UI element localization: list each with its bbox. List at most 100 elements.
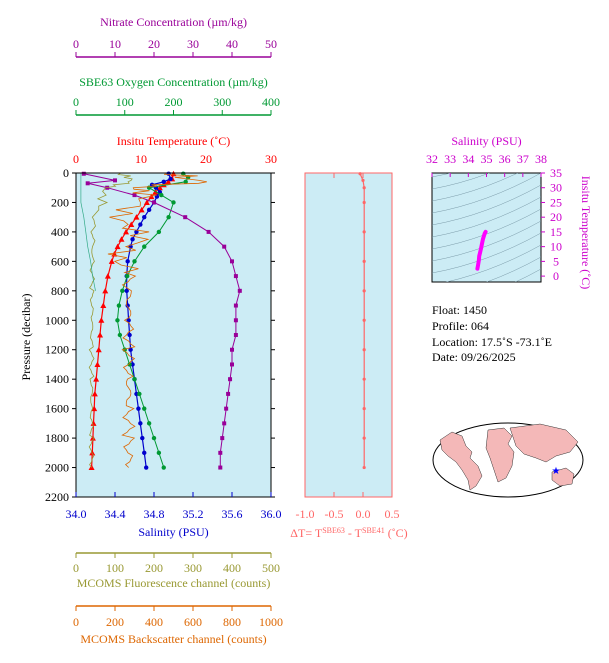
backscatter-tick-label: 600 <box>184 615 202 629</box>
backscatter-tick-label: 1000 <box>259 615 283 629</box>
backscatter-tick-label: 200 <box>106 615 124 629</box>
ts-background <box>431 172 542 283</box>
pressure-tick-label: 1800 <box>45 431 69 445</box>
nitrate-point <box>220 436 225 441</box>
ts-temp-tick-label: 30 <box>550 181 562 195</box>
ts-curve <box>475 229 488 271</box>
density-contour <box>445 244 541 282</box>
delta-t-point <box>362 318 366 322</box>
salinity-axis-title: Salinity (PSU) <box>138 525 208 539</box>
salinity-point <box>138 421 143 426</box>
nitrate-point <box>218 465 223 470</box>
delta-t-tick-label: -1.0 <box>296 507 315 521</box>
temperature-point <box>123 228 130 235</box>
nitrate-point <box>206 229 211 234</box>
delta-t-point <box>362 407 366 411</box>
oxygen-point <box>132 259 137 264</box>
fluorescence-tick-label: 200 <box>145 561 163 575</box>
salinity-point <box>166 171 171 176</box>
delta-t-background <box>304 172 393 498</box>
temperature-point <box>98 317 105 323</box>
temperature-point <box>143 199 150 205</box>
nitrate-point <box>113 178 117 183</box>
oxygen-point <box>156 450 162 456</box>
salinity-point <box>128 347 133 352</box>
salinity-tick-label: 34.4 <box>105 507 126 521</box>
map-land-africa-europe <box>485 427 515 483</box>
salinity-point <box>124 288 129 294</box>
temperature-point <box>102 287 109 294</box>
temperature-point <box>91 405 98 412</box>
ts-temp-tick-label: 15 <box>550 225 562 239</box>
salinity-point <box>161 179 166 185</box>
salinity-point <box>134 229 139 235</box>
nitrate-point <box>233 274 238 279</box>
oxygen-point <box>159 192 164 198</box>
temperature-tick-label: 30 <box>265 152 277 166</box>
temperature-point <box>114 243 121 250</box>
oxygen-point <box>151 435 157 441</box>
temperature-point <box>91 390 98 397</box>
delta-t-point <box>362 200 366 205</box>
main-plot-border <box>75 172 272 498</box>
pressure-tick-label: 600 <box>51 254 69 268</box>
pressure-tick-label: 0 <box>63 166 69 180</box>
salinity-point <box>138 222 143 227</box>
nitrate-point <box>218 450 223 455</box>
ts-salinity-tick-label: 32 <box>426 152 438 166</box>
ts-salinity-tick-label: 36 <box>499 152 511 166</box>
salinity-tick-label: 35.2 <box>183 507 204 521</box>
ts-temp-tick-label: 20 <box>550 210 562 224</box>
ts-salinity-tick-label: 38 <box>535 152 547 166</box>
oxygen-tick-label: 100 <box>116 95 134 109</box>
temperature-point <box>95 346 102 353</box>
fluorescence-axis-title: MCOMS Fluorescence channel (counts) <box>77 576 271 590</box>
delta-t-point <box>362 289 366 293</box>
nitrate-point <box>222 244 227 249</box>
nitrate-point <box>230 259 234 264</box>
temperature-point <box>118 236 125 242</box>
fluorescence-tick-label: 100 <box>106 561 124 575</box>
delta-t-tick-label: 0.5 <box>385 507 400 521</box>
density-contour <box>514 268 541 282</box>
oxygen-tick-label: 300 <box>213 95 231 109</box>
ts-temp-tick-label: 5 <box>553 254 559 268</box>
salinity-tick-label: 34.0 <box>66 507 87 521</box>
fluorescence-tick-label: 400 <box>223 561 241 575</box>
density-contour <box>432 196 541 238</box>
delta-t-point <box>362 436 366 440</box>
nitrate-point <box>152 200 156 205</box>
oxygen-point <box>117 332 123 338</box>
delta-t-plot: -1.0 -0.5 0.0 0.5 ΔT= TSBE63 - TSBE41 (˚C) <box>290 172 408 540</box>
ts-salinity-title: Salinity (PSU) <box>451 134 521 148</box>
density-contour <box>432 173 541 214</box>
delta-t-tick-label: 0.0 <box>356 507 371 521</box>
delta-t-point <box>362 186 366 190</box>
delta-t-point <box>358 172 362 176</box>
backscatter-tick-label: 800 <box>223 615 241 629</box>
temperature-tick-label: 10 <box>135 152 147 166</box>
temperature-point <box>94 361 101 367</box>
backscatter-tick-label: 400 <box>145 615 163 629</box>
ts-temp-tick-label: 0 <box>553 269 559 283</box>
temperature-point <box>128 221 135 228</box>
pressure-axis-title: Pressure (decibar) <box>19 294 33 381</box>
temperature-point <box>138 206 145 213</box>
main-profile-plot: 0 200 400 600 800 1000 1200 1400 1600 1800 2000 220… <box>45 166 275 504</box>
ts-diagram: 32 33 34 35 36 37 38 Salinity (PSU) 051015202530… <box>426 134 593 289</box>
ts-salinity-tick-label: 37 <box>517 152 529 166</box>
delta-t-point <box>362 465 366 470</box>
nitrate-point <box>224 406 229 411</box>
nitrate-tick-label: 40 <box>226 37 238 51</box>
temperature-point <box>90 420 97 426</box>
salinity-point <box>126 318 131 323</box>
float-id: Float: 1450 <box>432 303 487 317</box>
temperature-point <box>89 435 96 441</box>
nitrate-series-line <box>83 173 241 468</box>
oxygen-point <box>132 376 137 382</box>
density-contour <box>432 232 541 274</box>
location: Location: 17.5˚S -73.1˚E <box>432 335 552 349</box>
density-contour <box>432 208 541 250</box>
nitrate-point <box>81 171 86 176</box>
world-map: ★ <box>432 422 584 498</box>
